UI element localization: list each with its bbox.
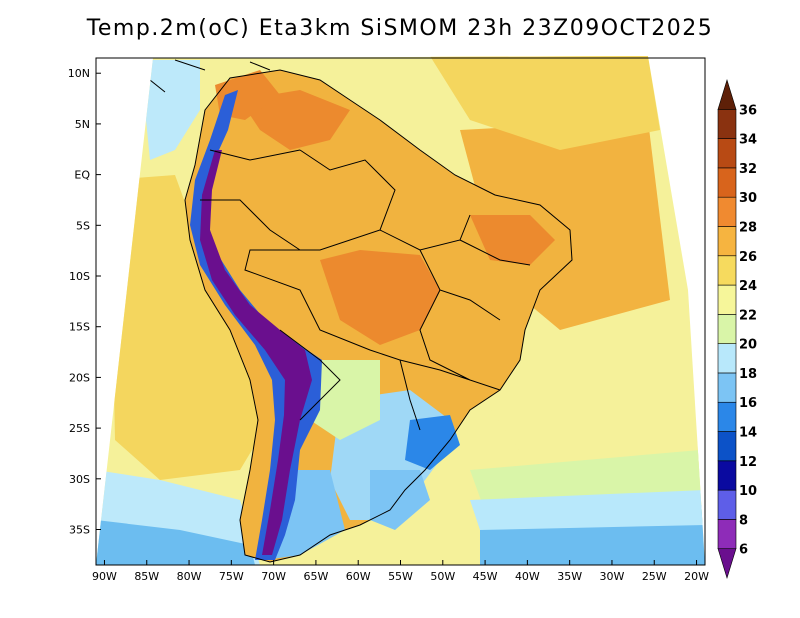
- uruguay-cool-zone: [370, 470, 430, 530]
- colorbar-label: 34: [739, 133, 757, 148]
- lon-tick-label: 40W: [515, 570, 540, 583]
- colorbar-segment: [717, 108, 737, 139]
- colorbar-label: 32: [739, 162, 757, 177]
- central-hot-zone: [320, 250, 440, 345]
- lat-tick-label: 10N: [68, 67, 90, 80]
- andes-coldest-core: [200, 150, 312, 555]
- brazil-states: [379, 214, 531, 391]
- lon-tick-label: 90W: [92, 570, 117, 583]
- pacific-warm-zone: [110, 175, 270, 480]
- colorbar-segment: [717, 489, 737, 520]
- colorbar-segment: [717, 314, 737, 344]
- colorbar-segment: [717, 284, 737, 315]
- colorbar-label: 18: [739, 367, 757, 382]
- lat-tick-label: 35S: [69, 524, 90, 537]
- lon-tick-label: 60W: [346, 570, 371, 583]
- lon-tick-label: 20W: [684, 570, 709, 583]
- colorbar-lower-triangle: [717, 548, 737, 580]
- colorbar-label: 12: [739, 455, 757, 470]
- argentina-mild-zone: [310, 360, 380, 440]
- lon-tick-label: 80W: [177, 570, 202, 583]
- andean-borders: [200, 149, 341, 421]
- lat-tick-label: 10S: [69, 270, 90, 283]
- latitude-axis: 10N 5N EQ 5S 10S 15S 20S 25S 30S 35S: [68, 67, 101, 537]
- southeast-brazil-cold-zone: [405, 415, 460, 470]
- colorbar-label: 36: [739, 103, 757, 118]
- lat-tick-label: 5N: [75, 118, 90, 131]
- colorbar: 6 8 10 12 14 16 18 20 22 24 26 28 30 32 34 36: [717, 78, 757, 580]
- colorbar-label: 26: [739, 250, 757, 265]
- coastline: [184, 69, 573, 563]
- lat-tick-label: 15S: [69, 321, 90, 334]
- pacific-cool-zone-north: [140, 60, 200, 160]
- atlantic-warm-zone: [430, 56, 660, 150]
- colorbar-label: 8: [739, 513, 748, 528]
- lon-tick-label: 70W: [261, 570, 286, 583]
- lon-tick-label: 50W: [430, 570, 455, 583]
- longitude-axis: 90W 85W 80W 75W 70W 65W 60W 55W 50W 45W 40W 35W 30W 2…: [92, 560, 709, 583]
- colorbar-segment: [717, 372, 737, 403]
- colorbar-upper-triangle: [717, 78, 737, 110]
- colorbar-segment: [717, 138, 737, 169]
- lat-tick-label: 25S: [69, 422, 90, 435]
- colorbar-label: 6: [739, 543, 748, 558]
- lon-tick-label: 25W: [642, 570, 667, 583]
- colorbar-segment: [717, 431, 737, 462]
- colorbar-segment: [717, 460, 737, 491]
- colorbar-label: 14: [739, 426, 757, 441]
- colorbar-label: 30: [739, 191, 757, 206]
- atlantic-chilly-south: [470, 490, 705, 530]
- colorbar-segment: [717, 519, 737, 550]
- temperature-field: [96, 56, 705, 565]
- lon-tick-label: 65W: [303, 570, 328, 583]
- colorbar-segment: [717, 255, 737, 286]
- colorbar-segment: [717, 226, 737, 257]
- colorbar-segment: [717, 167, 737, 198]
- colorbar-segment: [717, 401, 737, 432]
- lat-tick-label: 5S: [76, 219, 90, 232]
- map-title: Temp.2m(oC) Eta3km SiSMOM 23h 23Z09OCT20…: [86, 16, 714, 41]
- colorbar-segment: [717, 196, 737, 227]
- lat-tick-label: 20S: [69, 371, 90, 384]
- lon-tick-label: 85W: [134, 570, 159, 583]
- colorbar-label: 24: [739, 279, 757, 294]
- brazil-border: [244, 149, 421, 431]
- colorbar-label: 10: [739, 484, 757, 499]
- lat-tick-label: 30S: [69, 473, 90, 486]
- colorbar-label: 22: [739, 308, 757, 323]
- lon-tick-label: 30W: [600, 570, 625, 583]
- atlantic-mild-south: [470, 370, 700, 480]
- northeast-hot-zone: [470, 215, 555, 265]
- lat-tick-label: EQ: [74, 169, 90, 182]
- colorbar-label: 20: [739, 338, 757, 353]
- lon-tick-label: 75W: [219, 570, 244, 583]
- pacific-cold-south: [96, 520, 255, 565]
- lon-tick-label: 55W: [388, 570, 413, 583]
- colorbar-label: 28: [739, 220, 757, 235]
- colorbar-label: 16: [739, 396, 757, 411]
- colorbar-segment: [717, 343, 737, 374]
- lon-tick-label: 35W: [557, 570, 582, 583]
- country-borders: [134, 57, 573, 563]
- lon-tick-label: 45W: [473, 570, 498, 583]
- amazon-hot-zone: [240, 90, 350, 150]
